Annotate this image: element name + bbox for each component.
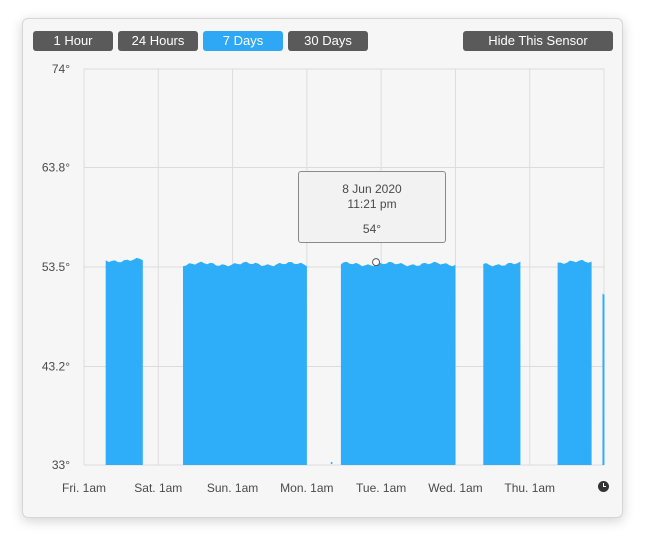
x-tick-label: Tue. 1am — [356, 481, 406, 495]
series-segment — [483, 261, 521, 465]
y-tick-label: 63.8° — [42, 161, 70, 175]
x-tick-label: Thu. 1am — [504, 481, 555, 495]
sensor-chart-panel: 1 Hour 24 Hours 7 Days 30 Days Hide This… — [22, 18, 623, 518]
data-point-tooltip: 8 Jun 2020 11:21 pm 54° — [298, 171, 446, 243]
data-point — [330, 462, 333, 464]
x-tick-label: Sun. 1am — [207, 481, 258, 495]
hide-sensor-button[interactable]: Hide This Sensor — [463, 31, 613, 51]
temperature-chart[interactable]: 74° 63.8° 53.5° 43.2° 33° Fri. 1am Sat. 1am Su… — [23, 19, 622, 517]
y-tick-label: 74° — [52, 62, 70, 76]
y-tick-label: 53.5° — [42, 260, 70, 274]
tooltip-date: 8 Jun 2020 — [342, 182, 402, 196]
range-30-days-button[interactable]: 30 Days — [288, 31, 368, 51]
range-1-hour-button[interactable]: 1 Hour — [33, 31, 113, 51]
y-axis: 74° 63.8° 53.5° 43.2° 33° — [42, 62, 70, 472]
tooltip-value: 54° — [362, 222, 382, 236]
series-segment — [183, 261, 307, 465]
x-tick-label: Fri. 1am — [62, 481, 106, 495]
range-24-hours-button[interactable]: 24 Hours — [118, 31, 198, 51]
series-segment — [340, 261, 456, 465]
series-segment — [602, 293, 605, 465]
chart-markers — [330, 258, 381, 464]
y-tick-label: 43.2° — [42, 359, 70, 373]
x-tick-label: Wed. 1am — [428, 481, 482, 495]
x-tick-label: Sat. 1am — [134, 481, 182, 495]
highlight-point — [372, 258, 381, 267]
tooltip-time: 11:21 pm — [347, 197, 397, 211]
range-7-days-button[interactable]: 7 Days — [203, 31, 283, 51]
x-axis: Fri. 1am Sat. 1am Sun. 1am Mon. 1am Tue. 1am… — [62, 481, 555, 495]
series-segment — [105, 257, 143, 465]
y-tick-label: 33° — [52, 458, 70, 472]
series-segment — [557, 259, 592, 465]
chart-series — [105, 257, 605, 465]
clock-icon[interactable] — [598, 481, 609, 492]
x-tick-label: Mon. 1am — [280, 481, 333, 495]
